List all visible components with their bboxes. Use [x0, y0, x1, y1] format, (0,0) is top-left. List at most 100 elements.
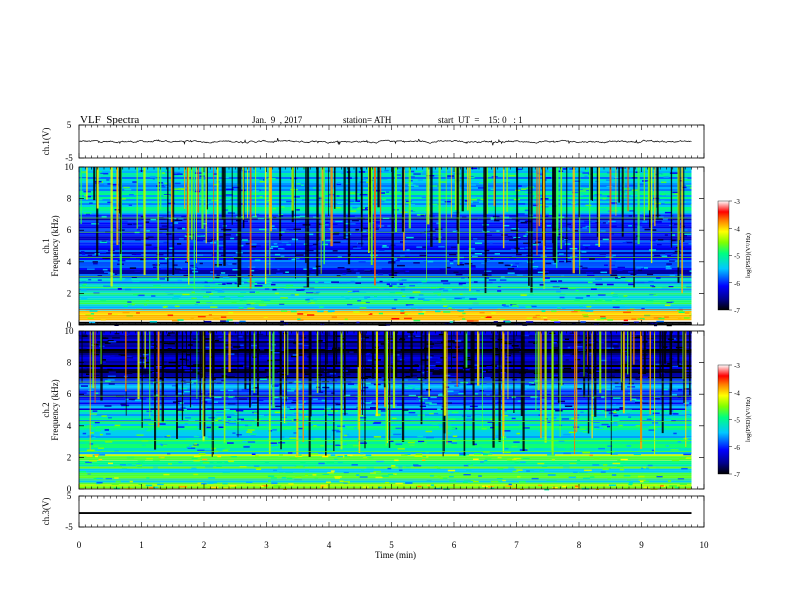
spectrogram-cell — [428, 371, 433, 374]
spectrogram-cell — [605, 388, 614, 391]
spectrogram-cell — [208, 477, 215, 479]
spectrogram-cell — [173, 172, 181, 174]
spectrogram-cell — [193, 444, 199, 446]
spectrogram-cell — [658, 174, 667, 176]
spectrogram-cell — [153, 266, 157, 269]
spectrogram-cell — [442, 477, 448, 479]
spectrogram-sferic — [154, 331, 157, 450]
spectrogram-cell — [126, 469, 134, 471]
spectrogram-cell — [484, 274, 492, 276]
spectrogram-band-row — [79, 272, 692, 274]
spectrogram-cell — [313, 425, 317, 427]
spectrogram-cell — [317, 310, 324, 313]
spectrogram-cell — [508, 483, 512, 486]
spectrogram-cell — [482, 370, 486, 373]
spectrogram-cell — [600, 471, 606, 473]
spectrogram-sferic — [223, 167, 226, 266]
spectrogram-cell — [573, 309, 581, 311]
spectrogram-cell — [514, 462, 520, 464]
spectrogram-cell — [82, 335, 88, 337]
spectrogram-sferic — [401, 167, 404, 233]
spectrogram-cell — [167, 314, 174, 317]
spectrogram-cell — [516, 175, 524, 177]
spectrogram-cell — [93, 292, 100, 294]
spectrogram-cell — [312, 474, 317, 476]
spectrogram-sferic — [357, 331, 360, 430]
spectrogram-cell — [433, 292, 441, 294]
spectrogram-line — [79, 302, 692, 304]
spectrogram-cell — [351, 386, 357, 388]
spectrogram-sferic — [579, 167, 581, 274]
spectrogram-cell — [316, 374, 323, 376]
spectrogram-cell — [302, 401, 306, 403]
spectrogram-cell — [226, 319, 233, 321]
spectrogram-sferic — [669, 331, 672, 415]
spectrogram-sferic — [560, 167, 563, 250]
spectrogram-sferic — [388, 331, 391, 448]
spectrogram-cell — [395, 427, 402, 430]
spectrogram-cell — [589, 377, 594, 380]
spectrogram-cell — [293, 342, 297, 344]
spectrogram-cell — [611, 453, 618, 455]
spectrogram-cell — [671, 459, 680, 462]
spectrogram-cell — [631, 398, 637, 401]
spectrogram-cell — [276, 272, 283, 275]
spectrogram-cell — [140, 357, 147, 359]
spectrogram-cell — [435, 298, 442, 301]
spectrogram-cell — [560, 287, 568, 289]
spectrogram-cell — [504, 264, 511, 267]
spectrogram-cell — [355, 200, 360, 202]
spectrogram-cell — [443, 311, 451, 313]
spectrogram-sferic — [554, 167, 557, 263]
spectrogram-cell — [669, 260, 675, 262]
spectrogram-cell — [114, 424, 121, 427]
spectrogram-cell — [119, 464, 127, 466]
spectrogram-cell — [245, 388, 251, 391]
spectrogram-cell — [206, 426, 211, 429]
spectrogram-band-row — [79, 296, 692, 299]
spectrogram-cell — [331, 281, 339, 283]
spectrogram-band-row — [79, 250, 692, 252]
spectrogram-cell — [489, 242, 493, 244]
spectrogram-cell — [344, 233, 352, 235]
spectrogram-cell — [471, 323, 477, 325]
spectrogram-cell — [678, 311, 685, 313]
spectrogram-cell — [279, 206, 285, 208]
spectrogram-sferic — [125, 331, 127, 392]
spectrogram-cell — [326, 481, 331, 483]
spectrogram-cell — [274, 359, 282, 361]
spectrogram-cell — [515, 168, 522, 171]
spectrogram-cell — [364, 270, 373, 272]
spectrogram-cell — [81, 333, 87, 335]
spectrogram-cell — [215, 276, 220, 279]
spectrogram-sferic — [136, 167, 138, 229]
spectrogram-cell — [232, 269, 240, 271]
spectrogram-cell — [191, 457, 198, 460]
spectrogram-cell — [406, 362, 410, 365]
spectrogram-cell — [480, 316, 486, 318]
spectrogram-cell — [322, 455, 329, 458]
spectrogram-cell — [501, 234, 508, 236]
spectrogram-band-row — [79, 289, 692, 291]
spectrogram-sferic — [190, 167, 193, 240]
spectrogram-cell — [202, 461, 210, 464]
spectrogram-cell — [190, 317, 194, 319]
spectrogram-cell — [104, 271, 110, 273]
spectrogram-cell — [452, 319, 460, 321]
spectrogram-cell — [452, 391, 460, 393]
spectrogram-sferic — [683, 167, 685, 242]
spectrogram-cell — [231, 395, 235, 398]
spectrogram-cell — [394, 349, 401, 351]
spectrogram-cell — [433, 174, 442, 177]
spectrogram-cell — [146, 230, 150, 232]
spectrogram-cell — [601, 190, 606, 193]
spectrogram-cell — [280, 372, 286, 374]
spectrogram-cell — [649, 322, 657, 325]
spectrogram-cell — [408, 170, 415, 173]
spectrogram-cell — [213, 318, 220, 320]
spectrogram-cell — [281, 373, 287, 376]
spectrogram-cell — [256, 245, 261, 247]
spectrogram-cell — [627, 280, 634, 282]
spectrogram-cell — [457, 262, 463, 264]
spectrogram-cell — [509, 341, 517, 344]
